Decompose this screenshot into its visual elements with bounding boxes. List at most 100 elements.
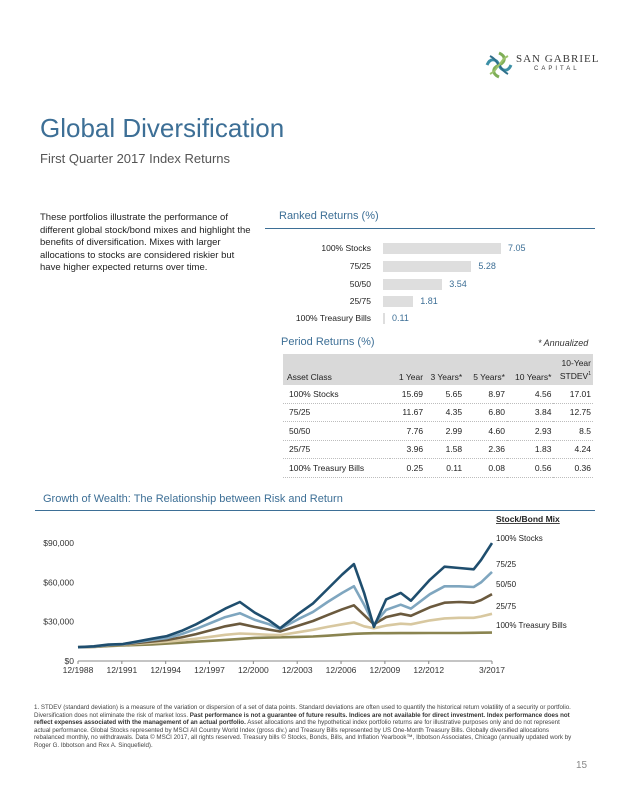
cell: 4.60 <box>464 421 507 441</box>
series-line <box>77 631 493 649</box>
x-tick-label: 12/2009 <box>370 665 401 675</box>
footnote-2b: Past performance is not a guarantee of f… <box>34 711 570 727</box>
x-tick-label: 12/2003 <box>282 665 313 675</box>
page-subtitle: First Quarter 2017 Index Returns <box>40 151 231 166</box>
col-stdev-line2: STDEV <box>559 371 589 381</box>
brand-sub: CAPITAL <box>534 66 580 72</box>
page-title: Global Diversification <box>40 113 285 143</box>
cell: 1.58 <box>425 440 465 459</box>
ranked-value: 1.81 <box>420 296 438 306</box>
x-tick-label: 12/2006 <box>326 665 357 675</box>
cell: 0.25 <box>389 458 426 478</box>
ranked-value: 5.28 <box>478 261 496 271</box>
ranked-label: 100% Stocks <box>321 243 371 253</box>
y-tick-label: $90,000 <box>43 538 74 548</box>
table-header-row: Asset Class 1 Year 3 Years* 5 Years* 10 … <box>283 354 593 385</box>
cell: 0.36 <box>553 458 593 478</box>
cell: 0.56 <box>506 458 554 478</box>
ranked-label: 75/25 <box>349 261 371 271</box>
cell: 4.35 <box>425 403 465 422</box>
table-row: 25/75 3.96 1.58 2.36 1.83 4.24 <box>283 440 593 459</box>
cell: 7.76 <box>389 421 426 441</box>
ranked-label: 100% Treasury Bills <box>295 313 371 323</box>
footnote-2: Diversification does not eliminate the r… <box>34 712 574 750</box>
table-row: 100% Treasury Bills 0.25 0.11 0.08 0.56 … <box>283 458 593 478</box>
series-line <box>77 542 494 649</box>
ranked-bar <box>383 261 472 272</box>
legend-label: 75/25 <box>496 560 517 569</box>
x-tick-label: 12/1988 <box>63 665 94 675</box>
growth-heading: Growth of Wealth: The Relationship betwe… <box>43 493 343 505</box>
col-stdev-line1: 10-Year <box>561 358 591 369</box>
intro-text: These portfolios illustrate the performa… <box>40 212 251 273</box>
ranked-heading: Ranked Returns (%) <box>279 210 379 222</box>
cell: 15.69 <box>389 385 426 404</box>
x-tick-label: 12/1994 <box>150 665 181 675</box>
cell: 17.01 <box>553 385 593 404</box>
cell: 3.84 <box>506 403 554 422</box>
col-1year: 1 Year <box>389 354 426 385</box>
col-10years: 10 Years* <box>506 354 554 385</box>
col-stdev-footnote: 1 <box>588 371 591 378</box>
cell: 8.97 <box>464 385 507 404</box>
cell: 12.75 <box>553 403 593 422</box>
col-5years: 5 Years* <box>464 354 507 385</box>
logo-icon <box>485 51 513 79</box>
cell: 6.80 <box>464 403 507 422</box>
y-tick-label: $60,000 <box>43 577 74 587</box>
cell: 1.83 <box>506 440 554 459</box>
cell: 11.67 <box>389 403 426 422</box>
ranked-bar <box>383 313 385 324</box>
y-tick-label: $0 <box>65 656 75 666</box>
y-tick-label: $30,000 <box>43 617 74 627</box>
table-row: 75/25 11.67 4.35 6.80 3.84 12.75 <box>283 403 593 422</box>
cell: 100% Stocks <box>283 385 390 404</box>
cell: 100% Treasury Bills <box>283 458 390 478</box>
cell: 75/25 <box>283 403 390 422</box>
table-row: 50/50 7.76 2.99 4.60 2.93 8.5 <box>283 421 593 441</box>
cell: 2.99 <box>425 421 465 441</box>
period-heading: Period Returns (%) <box>281 336 375 348</box>
cell: 0.08 <box>464 458 507 478</box>
legend-label: 100% Treasury Bills <box>496 621 567 630</box>
growth-line-chart: $0 $30,000 $60,000 $90,000 12/1988 12/1991 12/… <box>43 514 567 675</box>
cell: 3.96 <box>389 440 426 459</box>
legend-label: 100% Stocks <box>496 534 543 543</box>
period-returns-table: Asset Class 1 Year 3 Years* 5 Years* 10 … <box>283 354 593 478</box>
ranked-label: 25/75 <box>349 296 371 306</box>
cell: 0.11 <box>425 458 465 478</box>
chart-series <box>77 542 494 649</box>
cell: 5.65 <box>425 385 465 404</box>
x-tick-label: 12/2012 <box>413 665 444 675</box>
col-asset-class: Asset Class <box>283 354 390 385</box>
x-tick-label: 12/1991 <box>106 665 137 675</box>
ranked-value: 7.05 <box>508 243 526 253</box>
ranked-divider <box>265 228 595 229</box>
chart-axes: $0 $30,000 $60,000 $90,000 12/1988 12/1991 12/… <box>43 538 505 675</box>
cell: 2.93 <box>506 421 554 441</box>
series-line <box>77 593 493 649</box>
col-3years: 3 Years* <box>425 354 465 385</box>
chart-legend: Stock/Bond Mix 100% Stocks 75/25 50/50 25/75… <box>496 514 567 630</box>
footnotes: 1. STDEV (standard deviation) is a measu… <box>34 704 574 750</box>
legend-title: Stock/Bond Mix <box>496 514 560 524</box>
page-number: 15 <box>576 760 588 771</box>
ranked-value: 3.54 <box>449 279 467 289</box>
cell: 2.36 <box>464 440 507 459</box>
cell: 25/75 <box>283 440 390 459</box>
x-tick-label: 12/2000 <box>238 665 269 675</box>
ranked-bar <box>383 243 501 254</box>
ranked-bar <box>383 296 414 307</box>
ranked-value: 0.11 <box>392 313 409 323</box>
annualized-note: * Annualized <box>538 338 589 348</box>
brand-name: SAN GABRIEL <box>516 53 600 65</box>
table-row: 100% Stocks 15.69 5.65 8.97 4.56 17.01 <box>283 385 593 404</box>
cell: 8.5 <box>553 421 593 441</box>
x-tick-label: 12/1997 <box>194 665 225 675</box>
ranked-bar <box>383 279 443 290</box>
ranked-label: 50/50 <box>349 279 371 289</box>
x-tick-label: 3/2017 <box>479 665 505 675</box>
cell: 4.56 <box>506 385 554 404</box>
col-stdev: 10-Year STDEV1 <box>553 354 593 385</box>
footnote-1: 1. STDEV (standard deviation) is a measu… <box>34 704 571 711</box>
